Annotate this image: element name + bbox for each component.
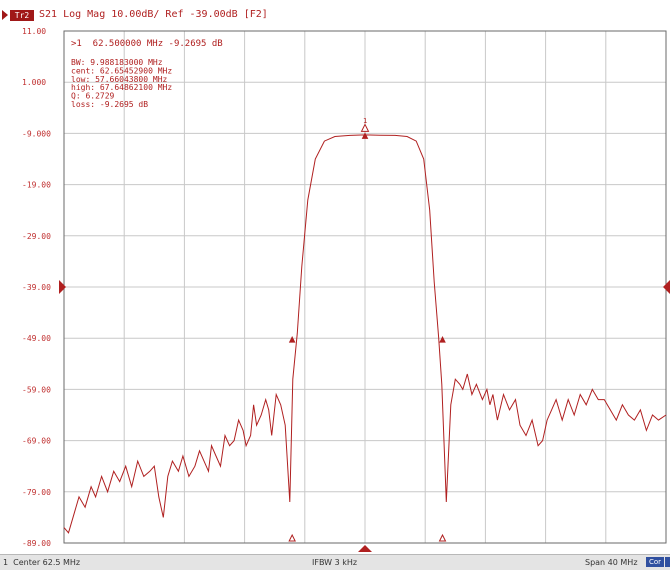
y-tick-label: -79.00 bbox=[22, 488, 51, 497]
bottom-marker-low bbox=[288, 533, 296, 542]
trace-label[interactable]: S21 Log Mag 10.00dB/ Ref -39.00dB [F2] bbox=[39, 9, 268, 20]
y-tick-label: -19.00 bbox=[22, 181, 51, 190]
marker-readout-line: loss: -9.2695 dB bbox=[71, 100, 148, 109]
marker-bw-low bbox=[288, 335, 296, 343]
marker-readout-primary: >1 62.500000 MHz -9.2695 dB bbox=[71, 39, 223, 49]
center-frequency-arrow bbox=[358, 545, 372, 552]
marker-readout-line: low: 57.66043800 MHz bbox=[71, 75, 168, 84]
y-tick-label: 1.000 bbox=[22, 78, 46, 87]
y-tick-label: 11.00 bbox=[22, 27, 46, 36]
status-bar: 1 Center 62.5 MHz IFBW 3 kHz Span 40 MHz… bbox=[0, 554, 670, 570]
correction-badge[interactable]: Cor bbox=[646, 557, 664, 567]
marker-bw-high bbox=[439, 335, 446, 343]
series-line-s21 bbox=[63, 134, 667, 534]
y-tick-label: -59.00 bbox=[22, 385, 51, 394]
active-trace-arrow-icon bbox=[2, 10, 8, 20]
marker-readout-line: high: 67.64862100 MHz bbox=[71, 83, 172, 92]
marker-1-peak bbox=[361, 132, 369, 139]
status-end-block bbox=[665, 557, 670, 567]
span-setting[interactable]: Span 40 MHz bbox=[585, 558, 638, 567]
y-tick-label: -29.00 bbox=[22, 232, 51, 241]
y-tick-label: -39.00 bbox=[22, 283, 51, 292]
y-axis-ticks: 11.00 1.000 -9.000 -19.00 -29.00 -39.00 -49.00… bbox=[22, 27, 51, 548]
marker-readout-line: Q: 6.2729 bbox=[71, 92, 115, 101]
marker-readout-line: BW: 9.988183000 MHz bbox=[71, 58, 163, 67]
grid bbox=[63, 30, 667, 544]
center-frequency[interactable]: 1 Center 62.5 MHz bbox=[3, 558, 81, 567]
marker-layer: 1 bbox=[288, 117, 447, 542]
trace-header: Tr2 S21 Log Mag 10.00dB/ Ref -39.00dB [F… bbox=[0, 0, 670, 22]
marker-1-number: 1 bbox=[363, 117, 367, 125]
marker-1-active bbox=[360, 123, 370, 132]
ifbw-setting[interactable]: IFBW 3 kHz bbox=[312, 558, 358, 567]
reference-level-left-arrow bbox=[59, 280, 66, 294]
y-tick-label: -89.00 bbox=[22, 539, 51, 548]
edge-arrows bbox=[59, 280, 670, 552]
y-tick-label: -49.00 bbox=[22, 334, 51, 343]
y-tick-label: -69.00 bbox=[22, 437, 51, 446]
marker-readout-line: cent: 62.65452900 MHz bbox=[71, 66, 172, 75]
reference-level-right-arrow bbox=[663, 280, 670, 294]
y-tick-label: -9.000 bbox=[22, 129, 51, 138]
bottom-marker-high bbox=[438, 533, 447, 542]
trace-badge[interactable]: Tr2 bbox=[10, 10, 34, 21]
